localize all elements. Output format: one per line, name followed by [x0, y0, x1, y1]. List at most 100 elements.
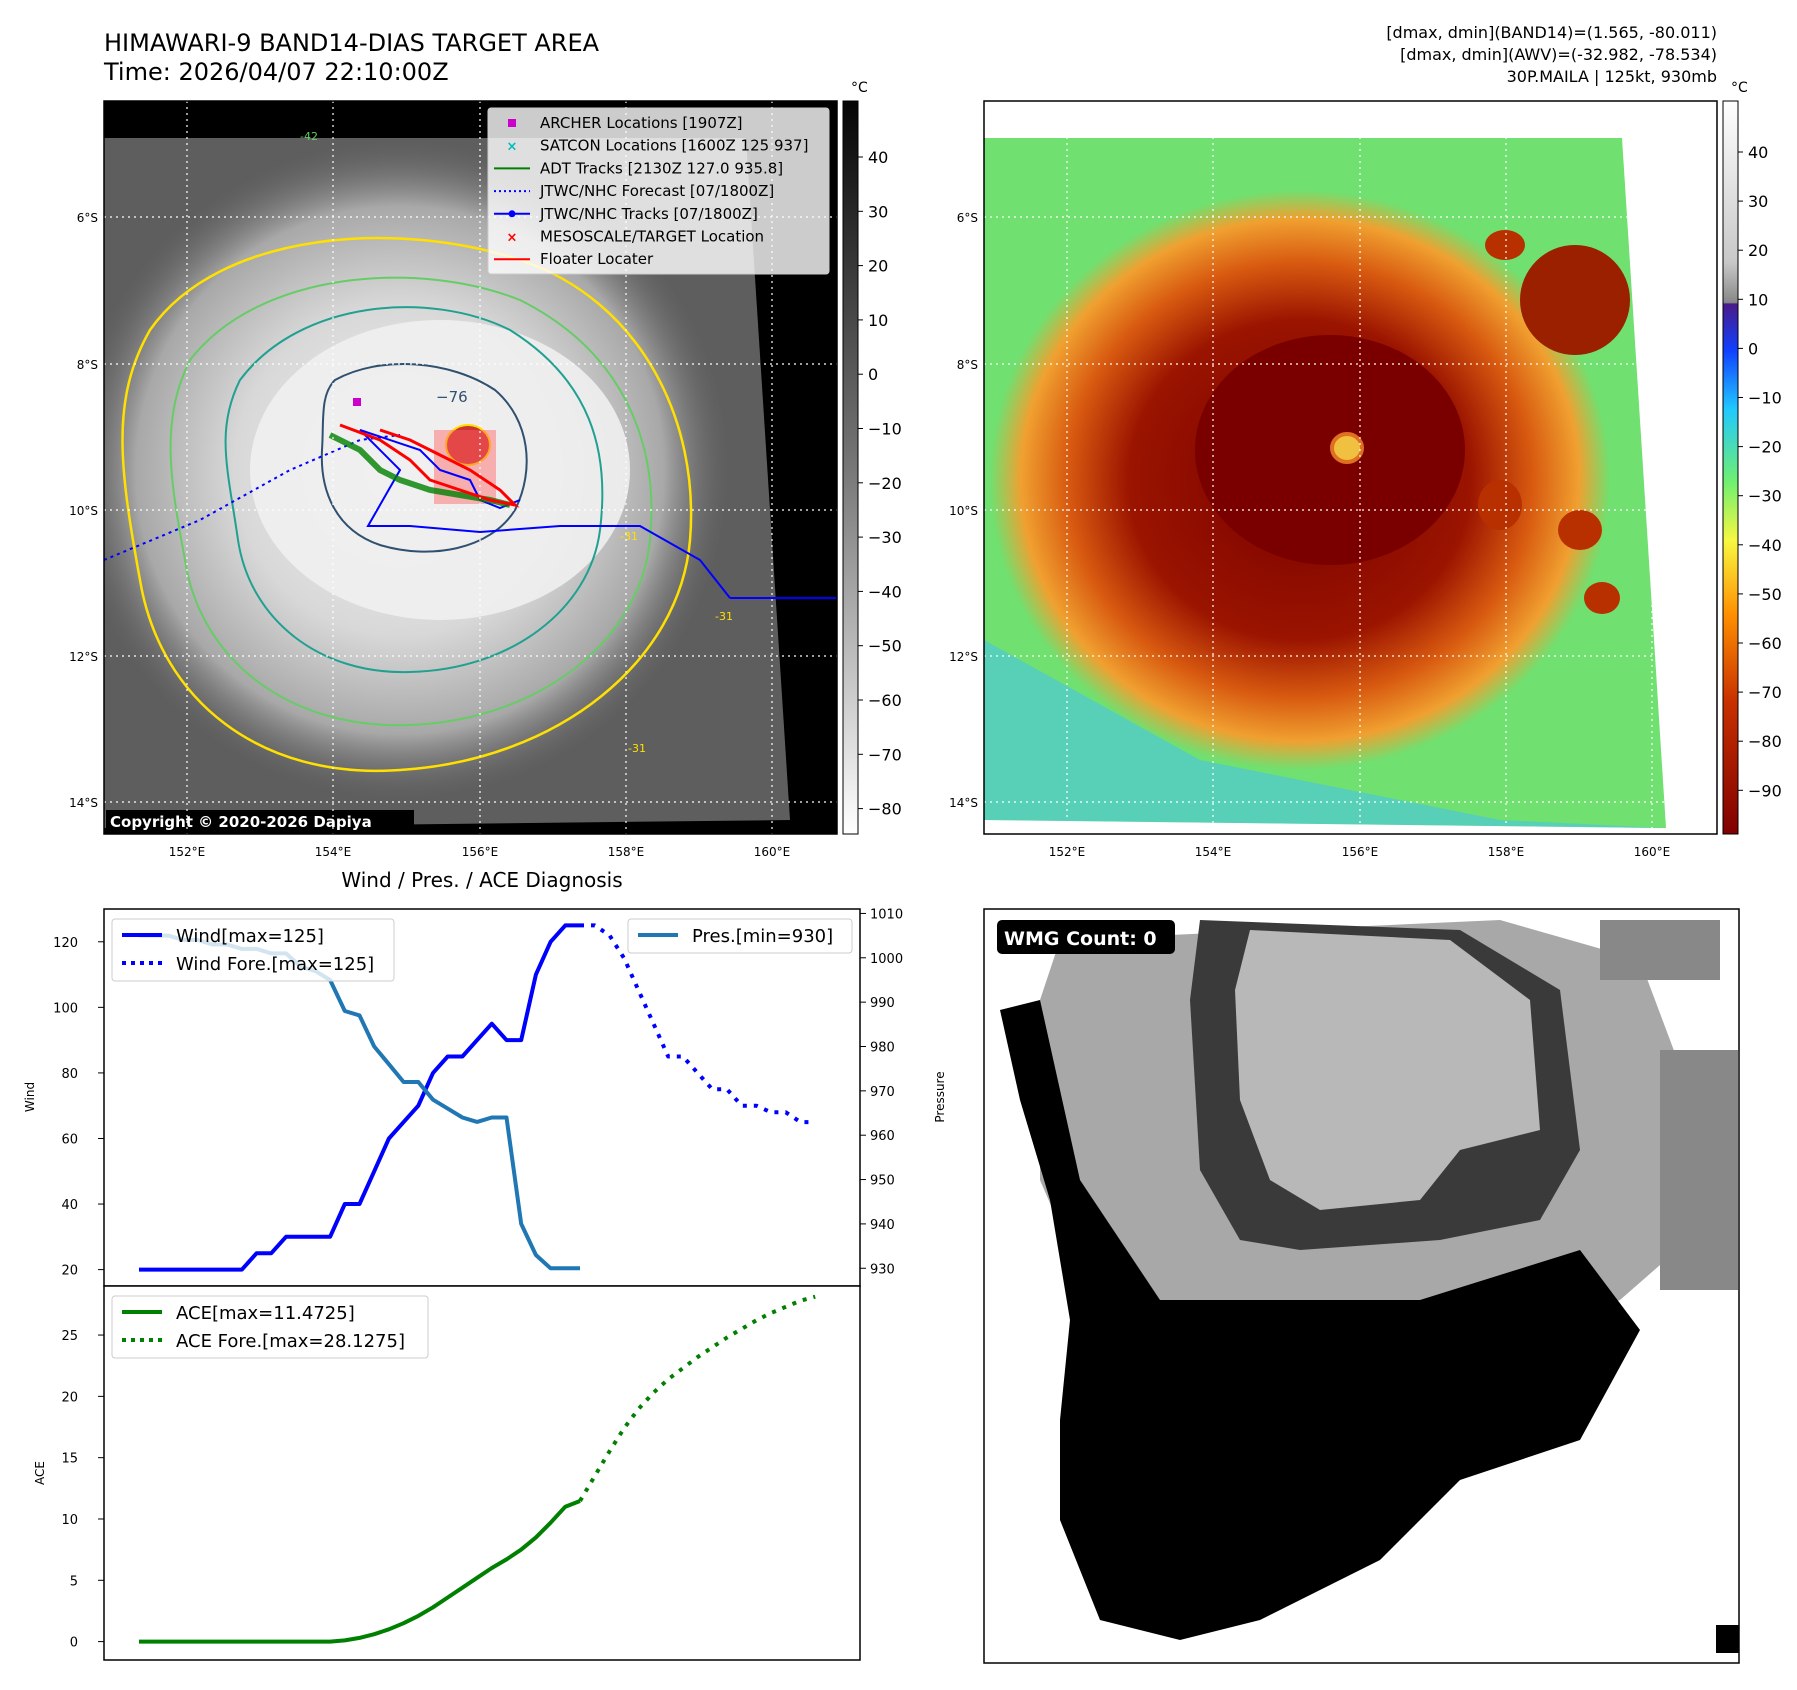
awv-cell-e1	[1478, 480, 1522, 530]
legend-label: Floater Locater	[540, 250, 654, 268]
lat-tick-label: 6°S	[957, 211, 978, 225]
awv-cell-n	[1485, 230, 1525, 260]
y-tick-label: 10	[61, 1513, 78, 1528]
series-line-wind	[139, 923, 580, 1272]
legend-label: JTWC/NHC Forecast [07/1800Z]	[539, 182, 774, 200]
colorbar-tick-label: −10	[868, 420, 902, 439]
y-tick-label: 20	[61, 1264, 78, 1279]
colorbar-tick-label: 0	[1748, 339, 1758, 358]
wmg-gray-block-e	[1660, 1050, 1738, 1290]
ace-fore-legend-label: ACE Fore.[max=28.1275]	[176, 1331, 405, 1352]
colorbar-tick-label: −70	[1748, 683, 1782, 702]
figure-title-line1: HIMAWARI-9 BAND14-DIAS TARGET AREA	[104, 29, 600, 57]
lon-tick-label: 158°E	[608, 845, 645, 859]
info-line2: [dmax, dmin](AWV)=(-32.982, -78.534)	[1400, 45, 1717, 64]
y-tick-label: 40	[61, 1198, 78, 1213]
wmg-black-block-br	[1716, 1625, 1739, 1653]
awv-cell-ne	[1520, 245, 1630, 355]
lat-tick-label: 8°S	[77, 358, 98, 372]
wmg-frame	[983, 908, 1740, 1664]
floater-track	[339, 423, 520, 508]
wmg-black-region	[1000, 1000, 1640, 1640]
awv-colorbar: °C 40 30 20 10 0 −10 −20 −30 −40 −50 −60 −70 −80 −90	[1722, 80, 1782, 835]
pressure-axis-label: Pressure	[933, 1071, 947, 1122]
colorbar-tick-label: 20	[868, 257, 888, 276]
ir-contour-yellow	[121, 236, 693, 773]
archer-marker	[353, 398, 361, 406]
lat-tick-label: 14°S	[949, 796, 978, 810]
contour-label-31-a: -31	[620, 530, 638, 543]
wind-legend-box	[111, 918, 395, 982]
lat-tick-label: 12°S	[69, 650, 98, 664]
colorbar-tick-label: −40	[1748, 536, 1782, 555]
awv-moist-south	[984, 640, 1666, 828]
awv-colorbar-unit: °C	[1731, 80, 1748, 96]
ir-colorbar-unit: °C	[851, 80, 868, 96]
y-tick-right-label: 940	[870, 1218, 895, 1233]
copyright-text: Copyright © 2020-2026 Dapiya	[110, 813, 372, 831]
lon-tick-label: 158°E	[1488, 845, 1525, 859]
pres-legend: Pres.[min=930]	[627, 918, 853, 954]
ir-eye-contour	[445, 424, 491, 466]
colorbar-tick-label: −30	[1748, 487, 1782, 506]
colorbar-tick-label: 40	[1748, 143, 1768, 162]
ir-contour-teal	[224, 306, 604, 674]
ir-map-ticks: 6°S 8°S 10°S 12°S 14°S 152°E 154°E 156°E 158°E 16…	[69, 211, 790, 859]
colorbar-tick-label: −30	[868, 528, 902, 547]
wind-fore-legend-label: Wind Fore.[max=125]	[176, 954, 374, 975]
lon-tick-label: 152°E	[169, 845, 206, 859]
y-tick-label: 20	[61, 1390, 78, 1405]
ir-map-panel: −76 -42 -31 -31 -31 Copyright © 2020-202…	[69, 100, 838, 859]
colorbar-tick-label: −20	[1748, 438, 1782, 457]
wind-legend: Wind[max=125] Wind Fore.[max=125]	[111, 918, 395, 982]
ace-legend-label: ACE[max=11.4725]	[176, 1303, 355, 1324]
map-legend-box	[487, 107, 830, 275]
wmg-label-box	[997, 920, 1175, 954]
pres-legend-box	[627, 918, 853, 954]
ace-chart: 0 5 10 15 20 25 ACE ACE[max=11.4725] ACE Fore…	[33, 1285, 861, 1661]
legend-label: MESOSCALE/TARGET Location	[540, 228, 764, 246]
wmg-panel: WMG Count: 0	[983, 908, 1740, 1664]
legend-marker-x: ×	[507, 231, 518, 246]
map-legend: ARCHER Locations [1907Z] × SATCON Location…	[487, 107, 830, 275]
colorbar-tick-label: 10	[1748, 290, 1768, 309]
series-line-ace	[139, 1499, 581, 1644]
colorbar-tick-label: −20	[868, 474, 902, 493]
legend-marker-square	[508, 119, 516, 127]
y-tick-right-label: 1000	[870, 952, 903, 967]
ir-colorbar-gradient	[842, 100, 859, 835]
awv-cell-e2	[1558, 510, 1602, 550]
ace-legend-box	[111, 1295, 429, 1359]
wmg-count-label: WMG Count: 0	[1004, 928, 1157, 950]
ir-contour-green	[169, 276, 653, 727]
y-tick-label: 60	[61, 1132, 78, 1147]
ir-contour-darkblue	[320, 362, 528, 553]
lon-tick-label: 156°E	[462, 845, 499, 859]
contour-label-31-c: -31	[628, 742, 646, 755]
contour-label-76: −76	[436, 388, 468, 406]
legend-label: ADT Tracks [2130Z 127.0 935.8]	[540, 159, 783, 177]
lat-tick-label: 6°S	[77, 211, 98, 225]
y-tick-right-label: 930	[870, 1262, 895, 1277]
y-tick-right-label: 950	[870, 1174, 895, 1189]
ace-legend: ACE[max=11.4725] ACE Fore.[max=28.1275]	[111, 1295, 429, 1359]
legend-label: ARCHER Locations [1907Z]	[540, 114, 743, 132]
awv-colorbar-gradient	[1722, 100, 1739, 835]
awv-map-gridlines	[984, 101, 1717, 834]
y-tick-right-label: 970	[870, 1085, 895, 1100]
colorbar-tick-label: −40	[868, 582, 902, 601]
colorbar-tick-label: −80	[1748, 732, 1782, 751]
lon-tick-label: 154°E	[1195, 845, 1232, 859]
colorbar-tick-label: 40	[868, 148, 888, 167]
wind-axis-label: Wind	[23, 1082, 37, 1112]
legend-label: JTWC/NHC Tracks [07/1800Z]	[539, 205, 758, 223]
colorbar-tick-label: −60	[1748, 634, 1782, 653]
wind-pressure-chart: 20 40 60 80 100 120 930 940 950 960 970 980 990 1000 1…	[23, 907, 947, 1287]
colorbar-tick-label: 30	[1748, 192, 1768, 211]
y-tick-label: 0	[70, 1636, 78, 1651]
awv-eye	[1330, 432, 1364, 464]
y-tick-label: 5	[70, 1574, 78, 1589]
figure-title-line2: Time: 2026/04/07 22:10:00Z	[103, 58, 449, 86]
info-line1: [dmax, dmin](BAND14)=(1.565, -80.011)	[1386, 23, 1717, 42]
diagnosis-title: Wind / Pres. / ACE Diagnosis	[341, 868, 622, 892]
